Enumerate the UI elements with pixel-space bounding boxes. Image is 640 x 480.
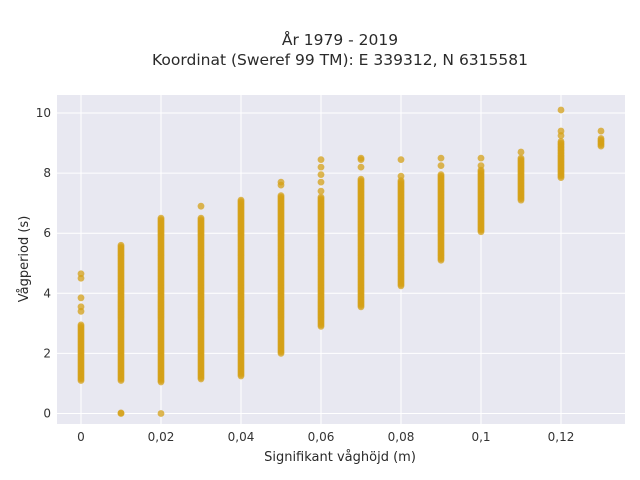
data-point — [437, 171, 445, 179]
y-axis-title: Vågperiod (s) — [17, 216, 32, 303]
data-points — [77, 106, 605, 417]
data-point — [317, 193, 325, 201]
y-tick-label: 8 — [43, 166, 51, 180]
data-point — [277, 192, 285, 200]
data-point-outlier — [357, 163, 365, 171]
data-point-outlier — [397, 172, 405, 180]
data-point — [237, 196, 245, 204]
data-point-outlier — [437, 162, 445, 170]
data-point — [517, 154, 525, 162]
data-point-outlier — [277, 178, 285, 186]
y-tick-label: 6 — [43, 226, 51, 240]
x-tick-label: 0,06 — [308, 430, 335, 444]
y-tick-label: 2 — [43, 346, 51, 360]
chart-title-line-2: Koordinat (Sweref 99 TM): E 339312, N 63… — [152, 51, 528, 69]
x-tick-label: 0,12 — [548, 430, 575, 444]
data-point-outlier — [317, 163, 325, 171]
data-point-outlier — [317, 171, 325, 179]
data-point-outlier — [77, 303, 85, 311]
data-point-outlier — [317, 156, 325, 163]
data-point — [357, 175, 365, 183]
data-point-outlier — [477, 154, 485, 162]
plot-area — [57, 95, 625, 424]
data-point-outlier — [397, 156, 405, 163]
data-point — [77, 321, 85, 329]
data-point-outlier — [557, 106, 565, 114]
x-axis-ticks: 0 0,02 0,04 0,06 0,08 0,1 0,12 — [77, 430, 574, 444]
x-tick-label: 0,1 — [471, 430, 490, 444]
data-point-outlier — [437, 154, 445, 162]
data-point — [597, 135, 605, 142]
x-tick-label: 0,02 — [148, 430, 175, 444]
data-point-outlier — [77, 294, 85, 302]
x-tick-label: 0,08 — [388, 430, 415, 444]
y-tick-label: 10 — [36, 106, 51, 120]
data-point — [557, 138, 565, 145]
x-tick-label: 0,04 — [228, 430, 255, 444]
y-axis-ticks: 0 2 4 6 8 10 — [36, 106, 51, 420]
data-point-outlier — [77, 270, 85, 278]
data-point-outlier — [317, 187, 325, 195]
data-point-outlier — [557, 127, 565, 135]
data-point — [197, 214, 205, 222]
data-point-outlier — [157, 410, 165, 417]
data-point — [157, 214, 165, 222]
data-point-outlier — [597, 127, 605, 135]
data-point-outlier — [477, 162, 485, 170]
data-point-outlier — [197, 202, 205, 210]
y-tick-label: 4 — [43, 286, 51, 300]
y-tick-label: 0 — [43, 406, 51, 420]
data-point-outlier — [117, 409, 125, 417]
chart-title-line-1: År 1979 - 2019 — [281, 31, 399, 49]
data-point — [117, 241, 125, 249]
data-point-outlier — [317, 178, 325, 186]
x-axis-title: Signifikant våghöjd (m) — [264, 450, 416, 465]
data-point-outlier — [517, 148, 525, 156]
data-point-outlier — [357, 154, 365, 162]
x-tick-label: 0 — [77, 430, 85, 444]
